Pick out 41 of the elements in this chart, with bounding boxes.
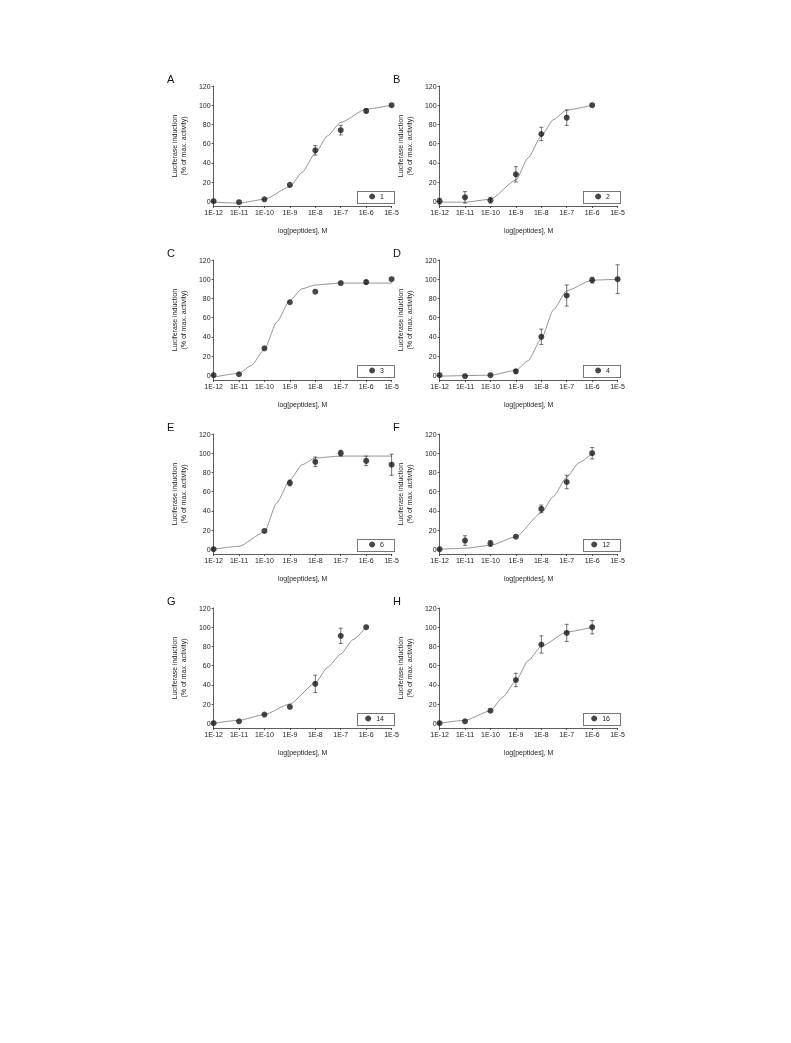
point <box>236 199 243 206</box>
point <box>512 677 519 683</box>
point <box>462 718 469 725</box>
point <box>286 181 293 188</box>
point <box>312 680 319 687</box>
point <box>286 703 293 710</box>
point <box>337 632 344 639</box>
point <box>261 711 268 718</box>
point <box>462 373 469 380</box>
point <box>363 624 370 631</box>
point <box>388 276 395 283</box>
chart-title: A <box>167 72 175 85</box>
chart-title: H <box>393 594 401 607</box>
point <box>563 114 570 121</box>
point <box>236 371 243 378</box>
point <box>487 372 494 379</box>
point <box>614 276 621 283</box>
point <box>261 527 268 534</box>
point <box>538 333 545 340</box>
point <box>487 707 494 714</box>
point <box>589 624 596 631</box>
point <box>563 479 570 485</box>
chart-title: D <box>393 246 401 259</box>
point <box>589 102 596 109</box>
chart-title: E <box>167 420 175 433</box>
point <box>563 629 570 636</box>
point <box>388 102 395 109</box>
chart-title: G <box>167 594 176 607</box>
chart-title: C <box>167 246 175 259</box>
point <box>261 345 268 352</box>
point <box>337 280 344 287</box>
point <box>512 171 519 178</box>
point <box>261 196 268 203</box>
chart-title: B <box>393 72 401 85</box>
point <box>236 718 243 725</box>
point <box>286 299 293 306</box>
point <box>538 131 545 137</box>
chart-title: F <box>393 420 400 433</box>
point <box>312 288 319 295</box>
point <box>388 461 395 468</box>
point <box>512 533 519 540</box>
